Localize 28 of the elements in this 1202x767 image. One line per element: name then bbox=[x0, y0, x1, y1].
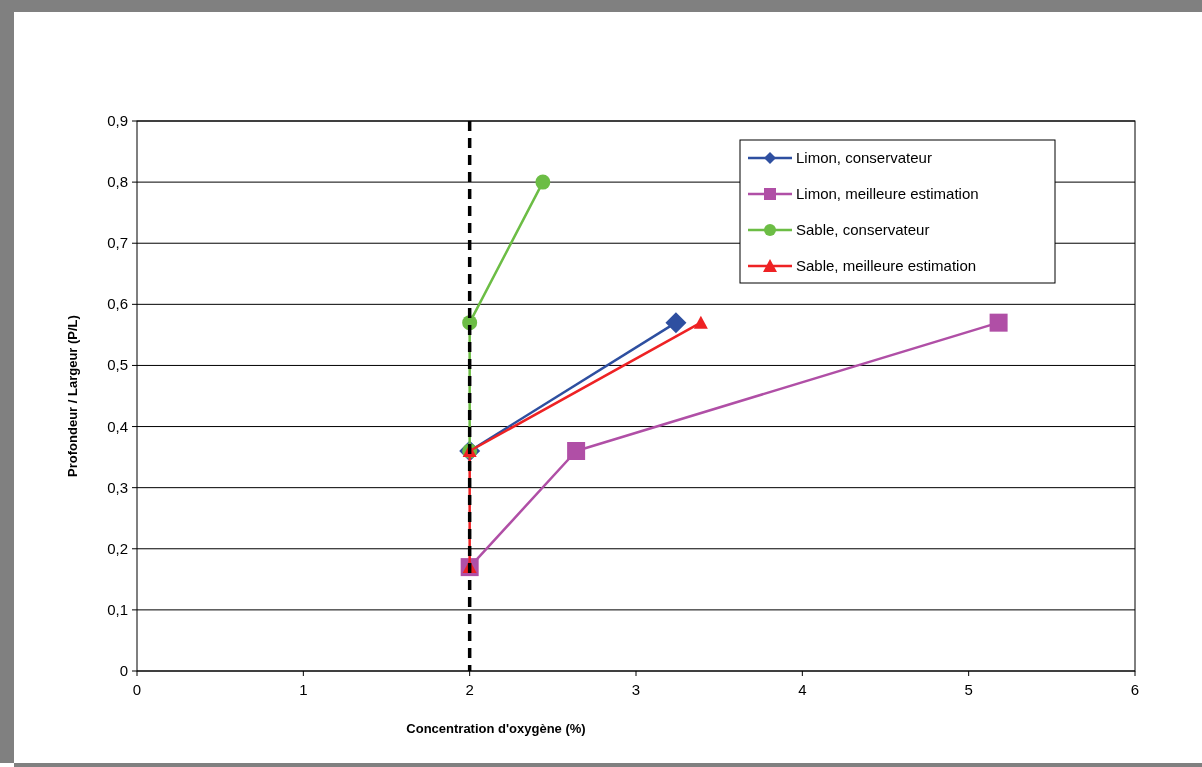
y-tick-label: 0,1 bbox=[107, 600, 128, 618]
legend-label: Limon, conservateur bbox=[796, 149, 932, 166]
x-tick-label: 3 bbox=[631, 681, 641, 698]
y-tick-label: 0,4 bbox=[107, 417, 128, 435]
x-tick-label: 2 bbox=[465, 681, 474, 698]
point bbox=[693, 315, 708, 329]
y-tick-label: 0,7 bbox=[107, 234, 128, 252]
legend-label: Sable, meilleure estimation bbox=[796, 257, 977, 274]
x-tick-label: 4 bbox=[798, 681, 807, 698]
legend-label: Sable, conservateur bbox=[796, 221, 930, 238]
legend-label: Limon, meilleure estimation bbox=[796, 185, 979, 202]
y-tick-label: 0,9 bbox=[107, 112, 128, 129]
x-tick-label: 1 bbox=[299, 681, 308, 698]
y-tick-label: 0,6 bbox=[107, 295, 128, 313]
point bbox=[567, 442, 586, 460]
y-tick-label: 0,2 bbox=[107, 539, 128, 557]
x-axis-title: Concentration d'oxygène (%) bbox=[406, 721, 586, 736]
x-tick-label: 5 bbox=[964, 681, 973, 698]
y-tick-label: 0,5 bbox=[107, 356, 128, 374]
y-tick-label: 0,8 bbox=[107, 173, 128, 191]
y-tick-label: 0 bbox=[119, 662, 128, 679]
y-axis-title: Profondeur / Largeur (P/L) bbox=[65, 315, 80, 477]
y-tick-label: 0,3 bbox=[107, 478, 128, 496]
x-tick-label: 0 bbox=[132, 681, 142, 698]
point bbox=[535, 174, 551, 190]
x-tick-label: 6 bbox=[1130, 681, 1140, 698]
point bbox=[989, 313, 1008, 332]
point bbox=[665, 312, 687, 334]
